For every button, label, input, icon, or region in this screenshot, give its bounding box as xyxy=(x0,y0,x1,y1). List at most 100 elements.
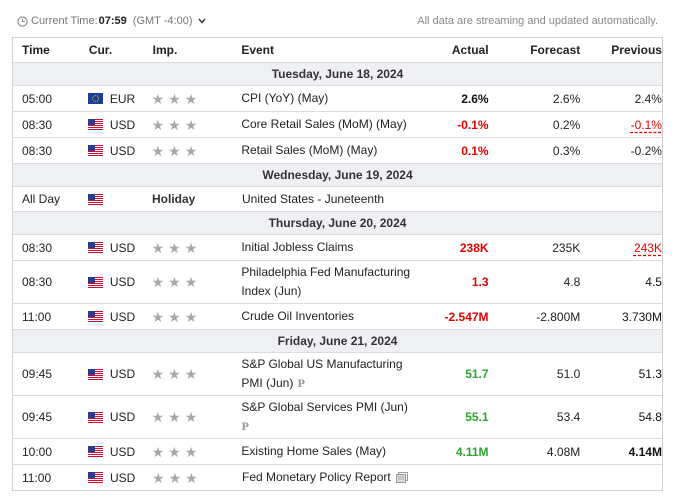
event-currency: USD xyxy=(79,144,152,158)
event-forecast: 0.3% xyxy=(552,143,581,158)
event-forecast: 4.08M xyxy=(546,444,581,459)
event-name[interactable]: United States - Juneteenth xyxy=(242,191,385,206)
event-row[interactable]: 09:45 USD ★ ★ ★ S&P Global US Manufacturin… xyxy=(13,352,662,395)
header-currency[interactable]: Cur. xyxy=(88,43,113,57)
event-name-text: S&P Global US Manufacturing PMI (Jun) xyxy=(241,356,403,390)
us-flag-icon xyxy=(87,119,103,130)
importance-stars: ★ ★ ★ xyxy=(152,471,242,485)
timezone-value: (GMT -4:00) xyxy=(132,15,193,27)
event-name[interactable]: Existing Home Sales (May) xyxy=(241,444,387,458)
header-time[interactable]: Time xyxy=(22,43,50,57)
currency-code: USD xyxy=(109,367,136,381)
event-previous: -0.2% xyxy=(630,143,662,158)
event-row[interactable]: 08:30 USD ★ ★ ★ Core Retail Sales (MoM) (M… xyxy=(13,111,662,137)
event-name[interactable]: S&P Global US Manufacturing PMI (Jun) P xyxy=(241,355,423,394)
event-row[interactable]: 09:45 USD ★ ★ ★ S&P Global Services PMI (J… xyxy=(13,395,662,438)
event-row[interactable]: 10:00 USD ★ ★ ★ Existing Home Sales (May) … xyxy=(13,438,662,464)
event-name[interactable]: CPI (YoY) (May) xyxy=(241,91,329,105)
us-flag-icon xyxy=(87,242,103,253)
event-row[interactable]: 08:30 USD ★ ★ ★ Retail Sales (MoM) (May) 0… xyxy=(13,137,662,163)
event-actual: 0.1% xyxy=(461,143,489,158)
event-actual: -2.547M xyxy=(444,309,489,324)
event-row[interactable]: 08:30 USD ★ ★ ★ Initial Jobless Claims 238… xyxy=(13,234,662,260)
holiday-label: Holiday xyxy=(152,192,242,206)
event-currency: USD xyxy=(79,410,152,424)
event-previous: 2.4% xyxy=(634,91,662,106)
current-time-value: 07:59 xyxy=(98,15,127,27)
star-icon: ★ xyxy=(168,239,181,256)
star-icon: ★ xyxy=(184,443,198,460)
importance-stars: ★ ★ ★ xyxy=(152,367,242,381)
event-name[interactable]: Crude Oil Inventories xyxy=(241,309,355,323)
event-name[interactable]: S&P Global Services PMI (Jun) P xyxy=(241,398,423,437)
importance-stars: ★ ★ ★ xyxy=(152,144,242,158)
importance-stars: ★ ★ ★ xyxy=(152,445,242,459)
star-icon: ★ xyxy=(168,274,181,290)
event-previous: 243K xyxy=(580,241,662,255)
holiday-row[interactable]: All Day Holiday United States - Juneteen… xyxy=(13,186,662,211)
currency-code: USD xyxy=(109,275,136,289)
current-time-selector[interactable]: Current Time: 07:59 (GMT -4:00) xyxy=(17,15,209,27)
event-forecast: 53.4 xyxy=(556,410,581,424)
preliminary-p-icon: P xyxy=(241,421,249,433)
event-time: 11:00 xyxy=(22,309,52,324)
importance-stars: ★ ★ ★ xyxy=(152,118,242,132)
previous-revised-value: 243K xyxy=(633,240,662,255)
event-time: 09:45 xyxy=(22,410,53,424)
star-icon: ★ xyxy=(151,274,165,290)
chevron-down-icon[interactable] xyxy=(198,18,207,24)
star-icon: ★ xyxy=(151,308,165,325)
us-flag-icon xyxy=(87,446,103,457)
event-time: 10:00 xyxy=(22,444,53,459)
event-time: 08:30 xyxy=(22,275,53,289)
eu-flag-icon xyxy=(87,93,103,104)
event-time: 08:30 xyxy=(22,117,53,132)
event-name[interactable]: Core Retail Sales (MoM) (May) xyxy=(241,117,407,131)
header-previous[interactable]: Previous xyxy=(611,43,662,57)
star-icon: ★ xyxy=(152,469,165,486)
event-time: 08:30 xyxy=(22,240,53,255)
event-row[interactable]: 08:30 USD ★ ★ ★ Philadelphia Fed Manufactu… xyxy=(13,260,662,303)
event-previous: 3.730M xyxy=(621,309,662,324)
importance-stars: ★ ★ ★ xyxy=(152,241,242,255)
event-forecast: 235K xyxy=(552,240,581,255)
date-row: Friday, June 21, 2024 xyxy=(13,329,662,352)
event-row[interactable]: 11:00 USD ★ ★ ★ Fed Monetary Policy Report xyxy=(13,464,662,490)
event-currency: USD xyxy=(79,275,152,289)
event-previous: 4.14M xyxy=(628,444,662,459)
star-icon: ★ xyxy=(168,142,181,159)
header-actual[interactable]: Actual xyxy=(451,43,489,57)
header-event[interactable]: Event xyxy=(241,42,275,57)
currency-code: USD xyxy=(109,410,136,424)
event-previous: 4.5 xyxy=(645,275,662,289)
importance-stars: ★ ★ ★ xyxy=(152,92,242,106)
us-flag-icon xyxy=(87,411,103,423)
currency-code: USD xyxy=(109,444,136,459)
report-document-icon[interactable] xyxy=(395,472,408,484)
star-icon: ★ xyxy=(168,469,182,486)
currency-code: USD xyxy=(109,117,136,132)
previous-revised-value: -0.1% xyxy=(630,117,662,132)
date-row: Tuesday, June 18, 2024 xyxy=(13,62,662,85)
event-currency: USD xyxy=(79,471,152,485)
event-currency: USD xyxy=(79,241,152,255)
header-forecast[interactable]: Forecast xyxy=(530,43,581,57)
event-name[interactable]: Fed Monetary Policy Report xyxy=(242,468,502,487)
event-actual: 55.1 xyxy=(465,410,489,424)
clock-icon xyxy=(17,15,28,27)
star-icon: ★ xyxy=(184,308,198,325)
event-previous: 54.8 xyxy=(638,410,662,424)
event-name[interactable]: Philadelphia Fed Manufacturing Index (Ju… xyxy=(241,265,411,298)
event-name[interactable]: Initial Jobless Claims xyxy=(241,240,354,254)
event-row[interactable]: 11:00 USD ★ ★ ★ Crude Oil Inventories -2.5… xyxy=(13,303,662,329)
event-currency: USD xyxy=(79,310,152,324)
current-time-label: Current Time: xyxy=(31,15,98,27)
event-row[interactable]: 05:00 EUR ★ ★ ★ CPI (YoY) (May) 2.6% 2.6% … xyxy=(13,85,662,111)
preliminary-p-icon: P xyxy=(297,378,305,390)
streaming-notice: All data are streaming and updated autom… xyxy=(417,15,658,27)
header-importance[interactable]: Imp. xyxy=(152,43,178,57)
star-icon: ★ xyxy=(151,443,165,460)
event-previous: 51.3 xyxy=(638,367,662,381)
event-currency: USD xyxy=(79,118,152,132)
event-name[interactable]: Retail Sales (MoM) (May) xyxy=(241,143,378,157)
